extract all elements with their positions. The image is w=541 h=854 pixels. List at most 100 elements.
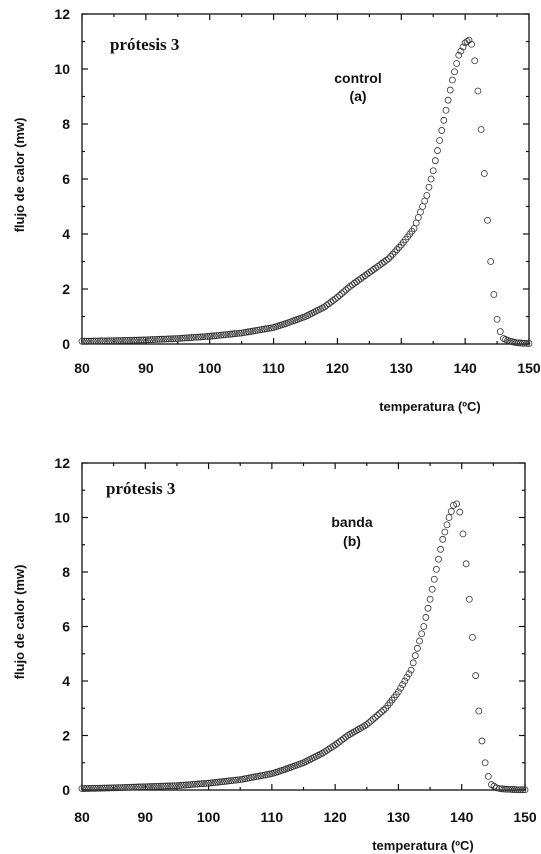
data-point-a [523,339,531,347]
data-point-b [411,652,419,659]
data-point-b [327,744,335,752]
data-point-a [440,116,448,124]
data-point-b [98,784,106,792]
annotation-label-a: control [334,70,381,86]
data-point-b [105,784,113,792]
x-tick-label-a: 110 [262,360,285,376]
data-point-a [395,243,403,251]
data-point-b [162,782,170,790]
data-point-a [436,137,444,144]
data-point-b [223,777,231,785]
data-point-a [201,333,209,341]
data-point-b [157,782,165,790]
data-point-a [389,250,397,258]
data-point-a [160,335,168,343]
data-point-b [103,784,111,792]
data-point-a [336,292,343,299]
data-point-b [164,782,172,790]
data-point-a [477,126,485,133]
y-axis-title-b: flujo de calor (mw) [12,565,27,680]
data-point-b [430,575,438,583]
data-point-a [247,328,255,335]
data-point-a [431,157,439,165]
data-point-b [216,778,224,786]
data-point-a [190,333,198,341]
data-point-b [80,785,88,792]
data-point-b [200,780,208,787]
data-point-a [110,337,118,345]
data-point-b [333,740,341,747]
data-point-b [462,560,470,568]
data-point-b [465,595,473,603]
data-point-b [146,783,154,790]
data-point-b [481,759,489,767]
data-point-a [344,284,352,292]
y-tick-label-a: 2 [62,281,70,297]
data-point-b [401,677,409,685]
data-point-a [78,337,86,345]
data-point-b [376,710,383,718]
data-point-b [478,737,486,745]
data-point-a [235,329,243,337]
data-point-b [126,783,133,791]
data-point-a [119,337,127,344]
data-point-b [437,545,445,553]
data-point-b [241,775,249,783]
data-point-a [434,147,441,154]
x-tick-label-b: 90 [137,809,153,825]
data-point-b [340,735,347,743]
axis-ticks-b [81,462,526,791]
data-point-a [438,127,446,134]
x-tick-label-a: 150 [517,360,541,376]
data-point-a [151,336,159,343]
data-point-b [220,778,228,785]
data-point-a [222,331,230,339]
data-point-a [153,335,161,343]
data-point-a [245,328,252,336]
data-point-b [96,784,104,792]
data-point-a [391,248,399,256]
data-point-b [230,777,237,784]
data-point-a [185,334,193,342]
data-point-b [218,778,226,786]
data-point-b [184,781,192,789]
data-point-a [474,87,482,95]
x-tick-label-b: 150 [513,809,537,825]
data-point-a [382,256,390,264]
data-point-b [211,779,219,786]
data-point-b [428,585,436,593]
data-point-a [327,298,335,306]
data-point-a [414,214,422,221]
data-point-b [198,780,206,788]
data-point-b [469,634,476,641]
data-point-b [453,500,461,508]
data-point-a [242,328,250,336]
data-point-a [512,339,520,347]
x-tick-label-a: 140 [453,360,477,376]
data-point-a [487,258,495,265]
y-tick-labels-a: 0 2 4 6 8 10 12 [54,6,70,352]
data-point-a [206,332,214,340]
data-point-a [188,334,195,341]
data-point-b [92,784,99,792]
data-point-b [248,774,255,781]
y-tick-label-a: 4 [62,226,70,242]
data-point-b [259,771,267,779]
data-point-a [496,328,504,336]
y-tick-label-b: 12 [54,455,70,471]
data-point-a [149,336,157,343]
data-point-b [445,514,453,521]
data-point-b [409,659,417,667]
data-point-b [459,530,467,538]
data-point-b [101,784,108,792]
data-point-b [114,784,122,792]
data-point-a [393,246,401,253]
data-point-b [439,535,447,543]
data-point-b [78,785,86,793]
data-point-b [407,666,415,674]
data-point-a [117,337,125,344]
data-point-a [325,300,333,308]
data-point-b [227,777,235,785]
data-point-a [158,335,166,343]
data-point-a [251,327,259,335]
